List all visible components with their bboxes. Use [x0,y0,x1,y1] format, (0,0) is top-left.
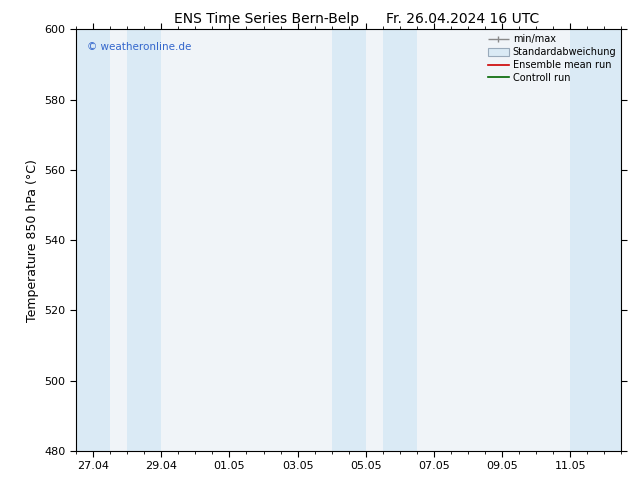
Bar [604,29,621,451]
Y-axis label: Temperature 850 hPa (°C): Temperature 850 hPa (°C) [26,159,39,321]
Bar [383,29,417,451]
Bar [76,29,110,451]
Text: © weatheronline.de: © weatheronline.de [87,42,191,52]
Bar [127,29,161,451]
Text: ENS Time Series Bern-Belp: ENS Time Series Bern-Belp [174,12,359,26]
Text: Fr. 26.04.2024 16 UTC: Fr. 26.04.2024 16 UTC [386,12,540,26]
Legend: min/max, Standardabweichung, Ensemble mean run, Controll run: min/max, Standardabweichung, Ensemble me… [486,32,618,85]
Bar [570,29,604,451]
Bar [332,29,366,451]
